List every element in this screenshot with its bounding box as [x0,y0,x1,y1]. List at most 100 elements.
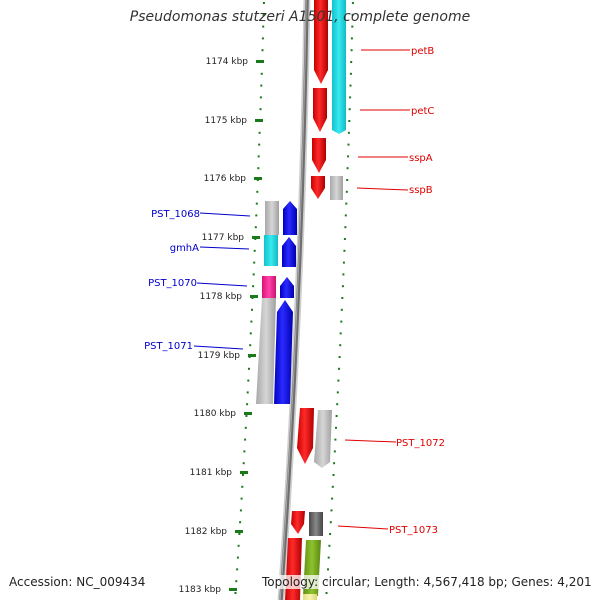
scale-dot [262,13,265,16]
scale-dot [262,25,265,28]
scale-dot [341,297,344,299]
accession-label: Accession: NC_009434 [9,575,146,589]
gene-label-PST_1073[interactable]: PST_1073 [389,525,438,536]
minus-strand-genes [256,201,297,404]
scale-dot [338,356,341,358]
scale-dot [335,415,338,417]
cog-block [265,201,279,235]
scale-dot [248,367,250,370]
scale-dot [238,533,241,535]
scale-dot [236,568,239,571]
scale-dot [257,167,260,170]
scale-dot [245,415,248,417]
gene-label-petB[interactable]: petB [411,46,434,57]
scale-dot [327,568,329,571]
gene-label-sspA[interactable]: sspA [409,153,433,164]
gene-label-sspB[interactable]: sspB [409,185,433,196]
cog-block [332,0,346,134]
scale-dot [255,202,258,205]
ruler-tick: 1175 kbp [205,116,263,126]
gene-label-petC[interactable]: petC [411,106,434,117]
scale-dot [251,308,253,311]
scale-dot [351,25,354,28]
gene-arrow[interactable] [282,237,296,267]
ruler-tick: 1174 kbp [206,57,264,67]
scale-dot [343,238,346,240]
ruler-tick: 1180 kbp [194,409,252,419]
scale-dot [261,37,264,40]
topology-text: Topology: circular; Length: 4,567,418 bp… [262,575,592,589]
scale-dot [340,308,343,311]
scale-dot [234,592,237,594]
scale-dot [338,367,340,370]
scale-dot [343,249,346,252]
scale-dot [349,84,352,87]
scale-dot [342,273,345,276]
gene-arrow[interactable] [313,88,327,132]
gene-arrow[interactable] [312,138,326,173]
gene-arrow[interactable] [291,511,305,534]
scale-dot [237,544,240,547]
gene-arrow[interactable] [297,408,314,464]
scale-dot [345,190,348,193]
ruler-tick-label: 1179 kbp [198,351,241,361]
scale-dot [257,155,260,158]
scale-dot [331,497,334,500]
gene-arrow[interactable] [280,277,294,298]
scale-dot [335,426,337,429]
scale-dot [247,379,250,382]
gene-labels: petB petC sspA sspB PST_1072 PST_1073 PS… [144,46,445,536]
gene-arrow[interactable] [311,176,325,199]
scale-dot [346,179,349,181]
ruler-tick-label: 1177 kbp [202,233,245,243]
leader-lines [193,49,410,530]
scale-dot [243,450,246,453]
scale-dot [253,261,256,264]
scale-dot [332,474,335,476]
ruler-tick-label: 1183 kbp [179,585,222,595]
cog-block [330,176,343,200]
scale-dot [259,108,262,111]
ruler-tick: 1181 kbp [190,468,248,478]
gene-label-PST_1072[interactable]: PST_1072 [396,438,445,449]
gene-arrow[interactable] [314,0,328,84]
scale-dot [339,344,342,347]
cog-block [256,298,276,404]
cog-block [262,276,276,298]
scale-dot [246,403,249,406]
scale-dot [329,533,332,535]
gene-label-PST_1071[interactable]: PST_1071 [144,341,193,352]
scale-dot [242,462,245,465]
gene-arrow[interactable] [274,300,293,404]
gene-arrow[interactable] [283,201,297,235]
scale-dot [253,249,256,252]
gene-label-PST_1068[interactable]: PST_1068 [151,209,200,220]
scale-dot [349,72,352,75]
genome-title: Pseudomonas stutzeri A1501, complete gen… [129,9,471,25]
scale-dot [241,485,244,488]
scale-dot [349,96,352,99]
scale-dot [256,190,259,193]
ruler-tick-label: 1178 kbp [200,292,243,302]
gene-label-PST_1070[interactable]: PST_1070 [148,278,197,289]
scale-dot [239,509,242,512]
scale-dot [244,438,247,441]
scale-dot [330,509,333,512]
scale-dot [329,521,332,524]
scale-dot [260,84,263,87]
scale-dot [341,285,344,288]
cog-block [303,594,317,600]
scale-dot [250,320,253,323]
ruler-tick-label: 1180 kbp [194,409,237,419]
ruler-tick-label: 1175 kbp [205,116,248,126]
scale-dot [258,143,261,146]
scale-dot [259,96,262,99]
gene-label-gmhA[interactable]: gmhA [170,243,199,254]
scale-dot [346,167,349,170]
scale-dot [327,556,330,559]
scale-dot [347,131,350,134]
cog-block [264,235,278,266]
scale-dot [337,379,340,382]
ruler-tick: 1182 kbp [185,527,243,537]
scale-dot [325,592,328,594]
